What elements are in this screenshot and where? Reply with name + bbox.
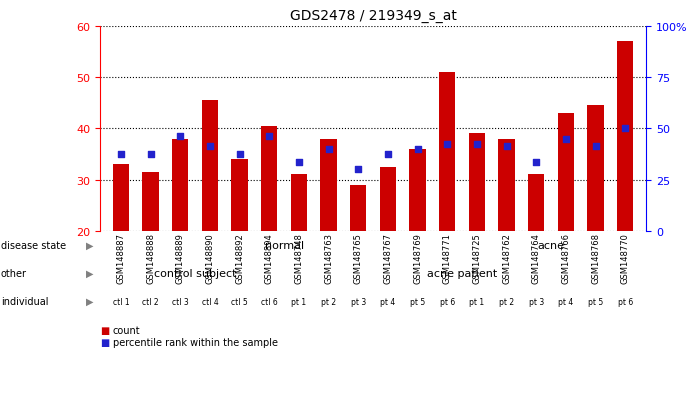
- Text: pt 5: pt 5: [410, 297, 425, 306]
- Text: ctl 5: ctl 5: [231, 297, 248, 306]
- Text: pt 4: pt 4: [380, 297, 396, 306]
- Text: ctl 3: ctl 3: [172, 297, 189, 306]
- Text: ▶: ▶: [86, 297, 93, 306]
- Point: [145, 151, 156, 158]
- Bar: [113, 165, 129, 231]
- Point: [294, 159, 305, 166]
- Point: [442, 141, 453, 148]
- Point: [323, 146, 334, 153]
- Point: [175, 133, 186, 140]
- Text: control subject: control subject: [154, 268, 236, 278]
- Bar: [380, 167, 396, 231]
- Point: [412, 146, 423, 153]
- Bar: [587, 106, 604, 231]
- Text: ▶: ▶: [86, 240, 93, 250]
- Point: [234, 151, 245, 158]
- Point: [501, 144, 512, 150]
- Bar: [202, 101, 218, 231]
- Text: acne patient: acne patient: [427, 268, 498, 278]
- Bar: [261, 126, 278, 231]
- Text: pt 2: pt 2: [321, 297, 337, 306]
- Point: [115, 151, 126, 158]
- Text: ctl 4: ctl 4: [202, 297, 218, 306]
- Text: pt 5: pt 5: [588, 297, 603, 306]
- Text: ctl 6: ctl 6: [261, 297, 278, 306]
- Text: percentile rank within the sample: percentile rank within the sample: [113, 337, 278, 347]
- Text: normal: normal: [265, 240, 304, 250]
- Point: [382, 151, 393, 158]
- Text: individual: individual: [1, 297, 48, 306]
- Text: pt 2: pt 2: [499, 297, 514, 306]
- Bar: [558, 114, 574, 231]
- Bar: [439, 73, 455, 231]
- Bar: [172, 139, 189, 231]
- Text: pt 3: pt 3: [350, 297, 366, 306]
- Title: GDS2478 / 219349_s_at: GDS2478 / 219349_s_at: [290, 9, 457, 23]
- Bar: [350, 185, 366, 231]
- Bar: [617, 42, 634, 231]
- Point: [560, 136, 571, 142]
- Bar: [410, 150, 426, 231]
- Text: pt 1: pt 1: [292, 297, 307, 306]
- Text: ■: ■: [100, 337, 109, 347]
- Text: pt 3: pt 3: [529, 297, 544, 306]
- Bar: [498, 139, 515, 231]
- Text: ctl 1: ctl 1: [113, 297, 129, 306]
- Point: [620, 126, 631, 132]
- Text: acne: acne: [538, 240, 565, 250]
- Point: [531, 159, 542, 166]
- Text: ctl 2: ctl 2: [142, 297, 159, 306]
- Text: pt 4: pt 4: [558, 297, 574, 306]
- Bar: [291, 175, 307, 231]
- Text: pt 1: pt 1: [469, 297, 484, 306]
- Bar: [321, 139, 337, 231]
- Text: count: count: [113, 325, 140, 335]
- Point: [471, 141, 482, 148]
- Text: ▶: ▶: [86, 268, 93, 278]
- Text: ■: ■: [100, 325, 109, 335]
- Point: [205, 144, 216, 150]
- Bar: [231, 160, 248, 231]
- Bar: [468, 134, 485, 231]
- Bar: [528, 175, 545, 231]
- Text: pt 6: pt 6: [439, 297, 455, 306]
- Bar: [142, 173, 159, 231]
- Point: [590, 144, 601, 150]
- Point: [264, 133, 275, 140]
- Text: disease state: disease state: [1, 240, 66, 250]
- Point: [353, 166, 364, 173]
- Text: pt 6: pt 6: [618, 297, 633, 306]
- Text: other: other: [1, 268, 27, 278]
